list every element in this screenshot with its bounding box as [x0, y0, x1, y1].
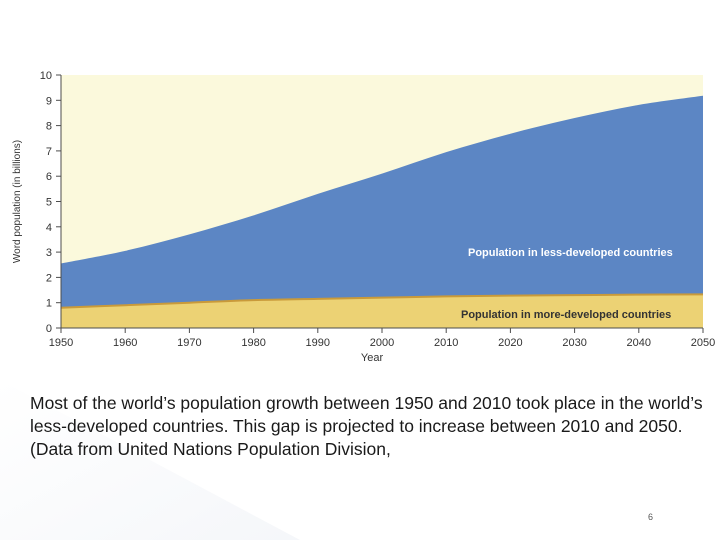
- y-tick-label: 5: [46, 197, 52, 209]
- x-tick-label: 1990: [306, 337, 330, 349]
- y-tick-label: 9: [46, 95, 52, 107]
- y-tick-label: 0: [46, 323, 52, 335]
- y-tick-label: 3: [46, 247, 52, 259]
- y-tick-label: 4: [46, 222, 52, 234]
- x-tick-label: 2020: [498, 337, 522, 349]
- x-tick-label: 2050: [691, 337, 715, 349]
- y-tick-label: 6: [46, 171, 52, 183]
- y-tick-label: 2: [46, 272, 52, 284]
- y-tick-label: 8: [46, 121, 52, 133]
- area-less-developed: [61, 95, 703, 328]
- y-axis-label: Word population (in billions): [12, 140, 23, 263]
- x-tick-label: 2000: [370, 337, 394, 349]
- figure-caption: Most of the world’s population growth be…: [30, 393, 703, 459]
- more-developed-boundary-line: [60, 293, 704, 309]
- label-less-developed: Population in less-developed countries: [468, 247, 673, 259]
- y-tick-label: 7: [46, 146, 52, 158]
- y-tick-label: 1: [46, 298, 52, 310]
- label-more-developed: Population in more-developed countries: [461, 309, 671, 321]
- y-tick-label: 10: [40, 70, 52, 82]
- x-tick-label: 1960: [113, 337, 137, 349]
- x-axis-label: Year: [361, 352, 384, 364]
- x-tick-label: 1970: [177, 337, 201, 349]
- x-tick-label: 2010: [434, 337, 458, 349]
- y-axis-ticks: 0 1 2 3 4 5 6 7 8 9 10: [40, 70, 61, 335]
- slide-number: 6: [648, 512, 654, 522]
- x-tick-label: 1950: [49, 337, 73, 349]
- x-axis-ticks: 1950 1960 1970 1980 1990 2000 2010 2020 2030 2040…: [49, 328, 715, 349]
- x-tick-label: 2040: [627, 337, 651, 349]
- x-tick-label: 2030: [562, 337, 586, 349]
- x-tick-label: 1980: [241, 337, 265, 349]
- area-more-developed: [61, 294, 703, 328]
- population-area-chart: 0 1 2 3 4 5 6 7 8 9 10 1950 1960 1970 1980 1990 2000 201…: [12, 70, 715, 364]
